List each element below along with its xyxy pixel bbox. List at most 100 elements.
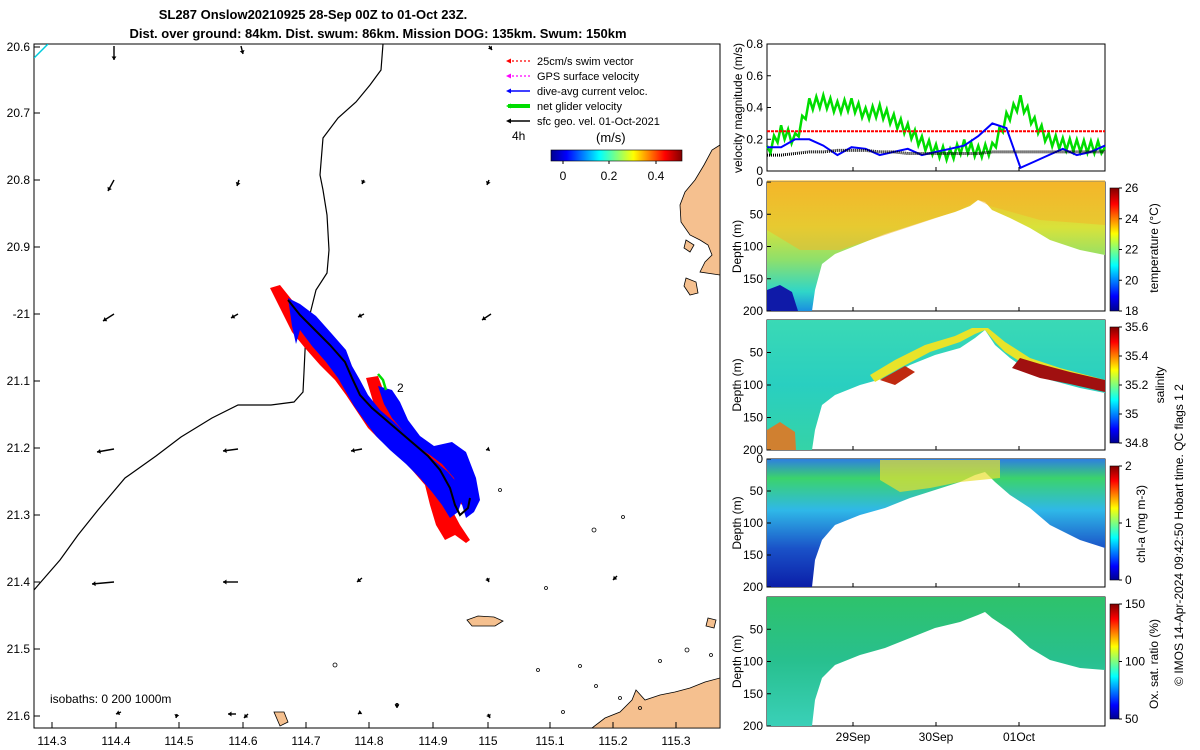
map-x-tick-label: 114.6	[228, 734, 257, 748]
map-y-tick-label: 20.6	[7, 40, 31, 54]
colorbar-tick-label: 50	[1125, 712, 1139, 726]
depth-tick-label: 100	[743, 240, 763, 254]
depth-tick-label: 100	[743, 516, 763, 530]
islet-1	[683, 239, 695, 253]
geo-arrow-head	[223, 579, 227, 585]
depth-tick-label: 150	[743, 687, 763, 701]
land-mass-southeast	[591, 677, 720, 728]
map-y-tick-label: 20.7	[7, 106, 31, 120]
map-y-tick-label: -21	[13, 307, 31, 321]
depth-tick-label: 50	[750, 622, 764, 636]
depth-tick-label: 150	[743, 411, 763, 425]
geo-arrow-head	[486, 446, 491, 452]
geo-arrow-head	[613, 575, 618, 580]
depth-axis-label: Depth (m)	[730, 635, 744, 688]
chla-surface-bloom	[880, 460, 1000, 492]
legend-arrowhead	[506, 88, 511, 94]
velocity-series-current	[767, 122, 1106, 170]
geo-arrow-head	[244, 713, 249, 718]
speed-colorbar-ticks: 0 0.2 0.4	[560, 161, 665, 183]
colorbar-tick-label: 22	[1125, 243, 1139, 257]
legend-label: 25cm/s swim vector	[537, 56, 634, 68]
geo-arrow-head	[358, 710, 363, 715]
colorbar-tick-label: 35.4	[1125, 349, 1149, 363]
colorbar-tick-label: 2	[1125, 459, 1132, 473]
map-y-tick-label: 20.9	[7, 240, 31, 254]
depth-axis-label: Depth (m)	[730, 220, 744, 273]
legend-label: net glider velocity	[537, 101, 622, 113]
oxygen-panel: Ox. sat. ratio (%)	[766, 596, 1161, 727]
temperature-warm-layer	[767, 180, 1105, 250]
map-y-tick-label: 21.6	[7, 709, 31, 723]
isobath-contour	[34, 44, 384, 591]
depth-tick-label: 200	[743, 719, 763, 733]
temperature-panel: temperature (°C)	[766, 180, 1161, 312]
colorbar-tick-label: 35	[1125, 407, 1139, 421]
map-x-tick-label: 114.3	[37, 734, 66, 748]
map-point-label: 2	[397, 381, 404, 395]
geo-arrow-head	[357, 577, 362, 582]
colorbar-tick-label: 0.2	[601, 169, 618, 183]
velocity-y-ticks: 0 0.2 0.4 0.6 0.8	[746, 37, 771, 178]
geo-arrow-head	[394, 704, 400, 708]
date-tick-label: 29Sep	[836, 730, 871, 744]
map-y-tick-label: 21.5	[7, 642, 31, 656]
map-x-tick-label: 114.4	[101, 734, 130, 748]
depth-tick-label: 50	[750, 207, 764, 221]
map-x-tick-label: 115.3	[661, 734, 690, 748]
geo-arrow-head	[351, 447, 355, 453]
geo-arrow-head	[485, 577, 490, 582]
colorbar-unit: (m/s)	[596, 130, 626, 145]
velocity-y-tick-label: 0.4	[746, 101, 763, 115]
depth-tick-label: 200	[743, 443, 763, 457]
oxygen-colorbar-label: Ox. sat. ratio (%)	[1147, 619, 1161, 709]
velocity-series-net	[765, 90, 1107, 165]
temperature-cold-pocket	[767, 285, 798, 311]
oxygen-colorbar	[1109, 603, 1120, 720]
map-y-tick-label: 20.8	[7, 173, 31, 187]
colorbar-tick-label: 18	[1125, 304, 1139, 318]
depth-tick-label: 150	[743, 272, 763, 286]
geo-arrow-head	[92, 581, 96, 587]
colorbar-tick-label: 20	[1125, 273, 1139, 287]
colorbar-tick-label: 1	[1125, 516, 1132, 530]
glider-track-line	[287, 299, 471, 517]
velocity-series-geo	[767, 148, 1105, 157]
map-x-tick-label: 115	[478, 734, 497, 748]
velocity-panel: 0 0.2 0.4 0.6 0.8 velocity magnitude (m/s)	[731, 37, 1107, 178]
depth-axis-label: Depth (m)	[730, 358, 744, 411]
colorbar-tick-label: 0	[560, 169, 567, 183]
legend-arrowhead	[506, 118, 511, 124]
figure-subtitle: Dist. over ground: 84km. Dist. swum: 86k…	[129, 26, 626, 41]
geo-arrow-head	[174, 714, 180, 718]
geo-arrow-head	[97, 448, 101, 454]
map-x-tick-label: 114.9	[418, 734, 447, 748]
islet-2	[683, 277, 699, 296]
corner-mark	[34, 44, 49, 59]
geo-arrow-head	[358, 313, 363, 318]
geo-arrow-head	[361, 179, 366, 184]
islet-4	[705, 617, 717, 629]
geo-arrow-head	[103, 317, 108, 322]
depth-axis-label: Depth (m)	[730, 496, 744, 549]
colorbar-tick-label: 34.8	[1125, 436, 1149, 450]
salinity-low-patch	[767, 422, 796, 450]
colorbar-tick-label: 24	[1125, 212, 1139, 226]
velocity-y-tick-label: 0.8	[746, 37, 763, 51]
salinity-colorbar-label: salinity	[1153, 367, 1167, 404]
time-label: 4h	[512, 129, 525, 143]
velocity-y-tick-label: 0.6	[746, 69, 763, 83]
legend-label: dive-avg current veloc.	[537, 86, 648, 98]
salinity-max-patch	[880, 366, 915, 385]
map-x-tick-label: 115.2	[598, 734, 627, 748]
colorbar-tick-label: 0.4	[648, 169, 665, 183]
depth-tick-label: 200	[743, 580, 763, 594]
geo-arrow	[91, 581, 115, 585]
map-x-tick-label: 115.1	[535, 734, 564, 748]
velocity-y-tick-label: 0.2	[746, 132, 763, 146]
date-tick-label: 01Oct	[1003, 730, 1036, 744]
salinity-deep-band	[1012, 358, 1105, 392]
figure-title: SL287 Onslow20210925 28-Sep 00Z to 01-Oc…	[159, 7, 468, 22]
